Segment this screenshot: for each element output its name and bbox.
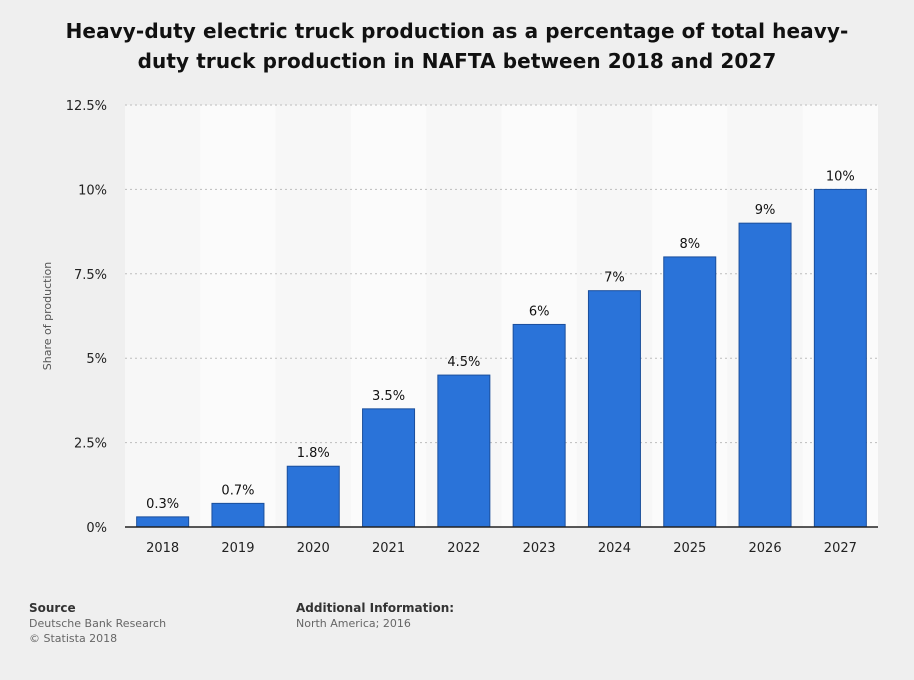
bar	[587, 290, 641, 528]
band	[200, 105, 276, 527]
data-label: 10%	[826, 169, 855, 184]
bar	[663, 256, 717, 528]
bar	[813, 188, 867, 528]
x-tick-label: 2027	[824, 541, 857, 556]
additional-info-line: North America; 2016	[296, 617, 411, 630]
chart-title: Heavy-duty electric truck production as …	[40, 16, 874, 76]
data-label: 0.7%	[221, 483, 254, 498]
chart-title-line-2: duty truck production in NAFTA between 2…	[137, 49, 777, 73]
x-tick-label: 2026	[749, 541, 782, 556]
y-tick-label: 7.5%	[74, 268, 107, 283]
y-tick-label: 5%	[86, 352, 107, 367]
x-axis-ticks: 2018 2019 2020 2021 2022 2023 2024 2025 2026 2027	[146, 541, 857, 556]
additional-info-block: Additional Information: North America; 2…	[296, 601, 454, 631]
chart-title-line-1: Heavy-duty electric truck production as …	[65, 19, 849, 43]
gridlines	[125, 104, 878, 444]
bar	[738, 222, 792, 528]
x-tick-label: 2023	[523, 541, 556, 556]
data-label: 4.5%	[447, 355, 480, 370]
data-label: 8%	[679, 237, 700, 252]
y-tick-label: 0%	[86, 521, 107, 536]
copyright-line: © Statista 2018	[29, 632, 118, 645]
source-line: Deutsche Bank Research	[29, 617, 167, 630]
source-heading: Source	[29, 601, 76, 615]
data-label: 9%	[755, 203, 776, 218]
bars	[136, 188, 867, 528]
bar	[286, 465, 340, 528]
data-label: 1.8%	[297, 446, 330, 461]
x-tick-label: 2024	[598, 541, 631, 556]
bar	[211, 502, 265, 528]
data-label: 7%	[604, 271, 625, 286]
bar	[362, 408, 416, 528]
bar	[512, 323, 566, 528]
additional-info-heading: Additional Information:	[296, 601, 455, 615]
source-block: Source Deutsche Bank Research © Statista…	[29, 601, 166, 646]
data-labels: 0.3% 0.7% 1.8% 3.5% 4.5% 6% 7% 8% 9% 10%	[146, 169, 855, 511]
data-label: 6%	[529, 304, 550, 319]
data-label: 0.3%	[146, 497, 179, 512]
y-tick-label: 10%	[78, 183, 107, 198]
y-tick-label: 12.5%	[66, 99, 107, 114]
bar	[437, 374, 491, 528]
x-tick-label: 2021	[372, 541, 405, 556]
data-label: 3.5%	[372, 389, 405, 404]
bar	[136, 516, 190, 528]
x-tick-label: 2022	[447, 541, 480, 556]
x-tick-label: 2025	[673, 541, 706, 556]
y-axis-ticks: 0% 2.5% 5% 7.5% 10% 12.5%	[66, 99, 107, 536]
x-tick-label: 2019	[221, 541, 254, 556]
x-tick-label: 2020	[297, 541, 330, 556]
y-tick-label: 2.5%	[74, 437, 107, 452]
x-tick-label: 2018	[146, 541, 179, 556]
y-axis-label: Share of production	[41, 262, 54, 370]
